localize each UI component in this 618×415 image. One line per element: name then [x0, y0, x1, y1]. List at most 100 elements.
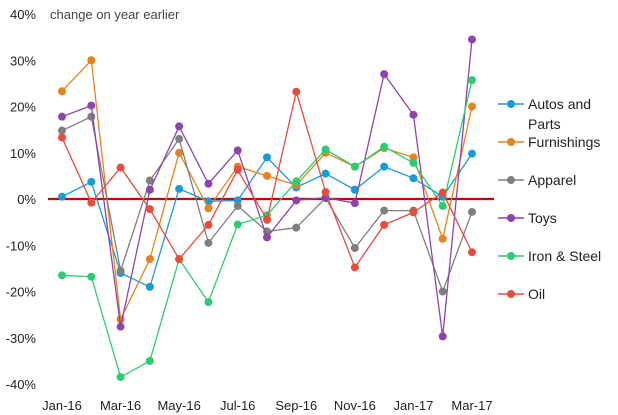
- legend-item-oil: Oil: [498, 286, 545, 302]
- series-apparel: [58, 112, 476, 296]
- data-point-apparel: [438, 287, 447, 296]
- data-point-oil: [409, 208, 418, 217]
- series-iron-steel: [58, 76, 476, 382]
- x-axis-ticks: Jan-16 Mar-16 May-16 Jul-16 Sep-16 Nov-16 Jan-…: [42, 398, 492, 413]
- y-tick-label: -20%: [6, 285, 37, 300]
- legend-label: Furnishings: [528, 134, 600, 150]
- data-point-oil: [87, 198, 96, 207]
- legend-label: Oil: [528, 286, 545, 302]
- data-point-toys: [87, 101, 96, 110]
- data-point-iron-steel: [468, 76, 476, 85]
- x-tick-label: Jan-17: [394, 398, 434, 413]
- data-point-toys: [468, 35, 476, 44]
- data-point-toys: [350, 199, 359, 208]
- series-line-apparel: [61, 115, 473, 294]
- data-point-toys: [204, 179, 213, 188]
- data-point-apparel: [145, 176, 154, 185]
- data-point-oil: [175, 255, 184, 264]
- legend-item-apparel: Apparel: [498, 172, 576, 188]
- legend-marker: [507, 252, 515, 260]
- data-point-iron-steel: [321, 145, 330, 154]
- y-tick-label: 30%: [10, 53, 36, 68]
- data-point-iron-steel: [380, 142, 389, 151]
- x-tick-label: Mar-16: [100, 398, 141, 413]
- y-tick-label: 0%: [17, 192, 36, 207]
- data-point-toys: [263, 233, 271, 242]
- y-tick-label: 20%: [10, 100, 36, 115]
- data-point-iron-steel: [438, 201, 447, 210]
- data-point-oil: [468, 248, 476, 257]
- data-point-apparel: [233, 201, 242, 210]
- legend-item-furnishings: Furnishings: [498, 134, 600, 150]
- y-tick-label: 10%: [10, 146, 36, 161]
- data-point-oil: [263, 215, 271, 224]
- series-group: [58, 35, 476, 382]
- x-tick-label: Mar-17: [451, 398, 492, 413]
- data-point-autos-and-parts: [58, 192, 66, 201]
- data-point-apparel: [116, 266, 125, 275]
- data-point-apparel: [380, 206, 389, 215]
- legend-label: Apparel: [528, 172, 576, 188]
- data-point-furnishings: [58, 87, 66, 96]
- x-tick-label: Jan-16: [42, 398, 82, 413]
- legend-item-toys: Toys: [498, 210, 557, 226]
- series-oil: [58, 87, 476, 272]
- legend-marker: [507, 214, 515, 222]
- data-point-toys: [116, 322, 125, 331]
- x-tick-label: Jul-16: [220, 398, 255, 413]
- data-point-oil: [204, 220, 213, 229]
- x-tick-label: Nov-16: [334, 398, 376, 413]
- data-point-furnishings: [438, 234, 447, 243]
- y-tick-label: -30%: [6, 331, 37, 346]
- data-point-oil: [233, 165, 242, 174]
- legend-marker: [507, 176, 515, 184]
- data-point-autos-and-parts: [233, 196, 242, 205]
- chart-subtitle: change on year earlier: [50, 7, 180, 22]
- data-point-autos-and-parts: [175, 184, 184, 193]
- series-toys: [58, 35, 476, 341]
- data-point-iron-steel: [204, 298, 213, 307]
- data-point-iron-steel: [58, 271, 66, 280]
- data-point-apparel: [87, 112, 96, 121]
- data-point-furnishings: [263, 171, 271, 180]
- data-point-toys: [438, 332, 447, 341]
- data-point-iron-steel: [409, 158, 418, 167]
- data-point-toys: [145, 185, 154, 194]
- x-tick-label: Sep-16: [275, 398, 317, 413]
- data-point-furnishings: [409, 153, 418, 162]
- data-point-oil: [292, 87, 301, 96]
- data-point-autos-and-parts: [87, 177, 96, 186]
- data-point-apparel: [468, 207, 476, 216]
- data-point-toys: [292, 196, 301, 205]
- data-point-furnishings: [204, 204, 213, 213]
- data-point-toys: [380, 70, 389, 79]
- data-point-autos-and-parts: [409, 174, 418, 183]
- data-point-iron-steel: [350, 162, 359, 171]
- legend-label: Iron & Steel: [528, 248, 601, 264]
- data-point-iron-steel: [292, 177, 301, 186]
- legend-item-autos-and-parts: Autos and Parts: [498, 96, 591, 132]
- data-point-furnishings: [87, 56, 96, 65]
- data-point-furnishings: [175, 148, 184, 157]
- data-point-autos-and-parts: [380, 162, 389, 171]
- data-point-toys: [409, 110, 418, 119]
- data-point-autos-and-parts: [145, 282, 154, 291]
- series-furnishings: [58, 56, 476, 324]
- y-tick-label: -10%: [6, 238, 37, 253]
- legend-item-iron-steel: Iron & Steel: [498, 248, 601, 264]
- data-point-oil: [321, 188, 330, 197]
- data-point-apparel: [58, 126, 66, 135]
- data-point-autos-and-parts: [263, 153, 271, 162]
- data-point-toys: [233, 146, 242, 155]
- data-point-oil: [350, 263, 359, 272]
- data-point-toys: [175, 122, 184, 131]
- data-point-oil: [438, 188, 447, 197]
- data-point-iron-steel: [87, 272, 96, 281]
- legend: Autos and Parts Furnishings Apparel Toys Iron…: [498, 96, 601, 302]
- series-line-furnishings: [61, 58, 473, 322]
- legend-label: Autos and Parts: [528, 96, 591, 132]
- data-point-oil: [145, 205, 154, 214]
- legend-marker: [507, 100, 515, 108]
- data-point-autos-and-parts: [321, 169, 330, 178]
